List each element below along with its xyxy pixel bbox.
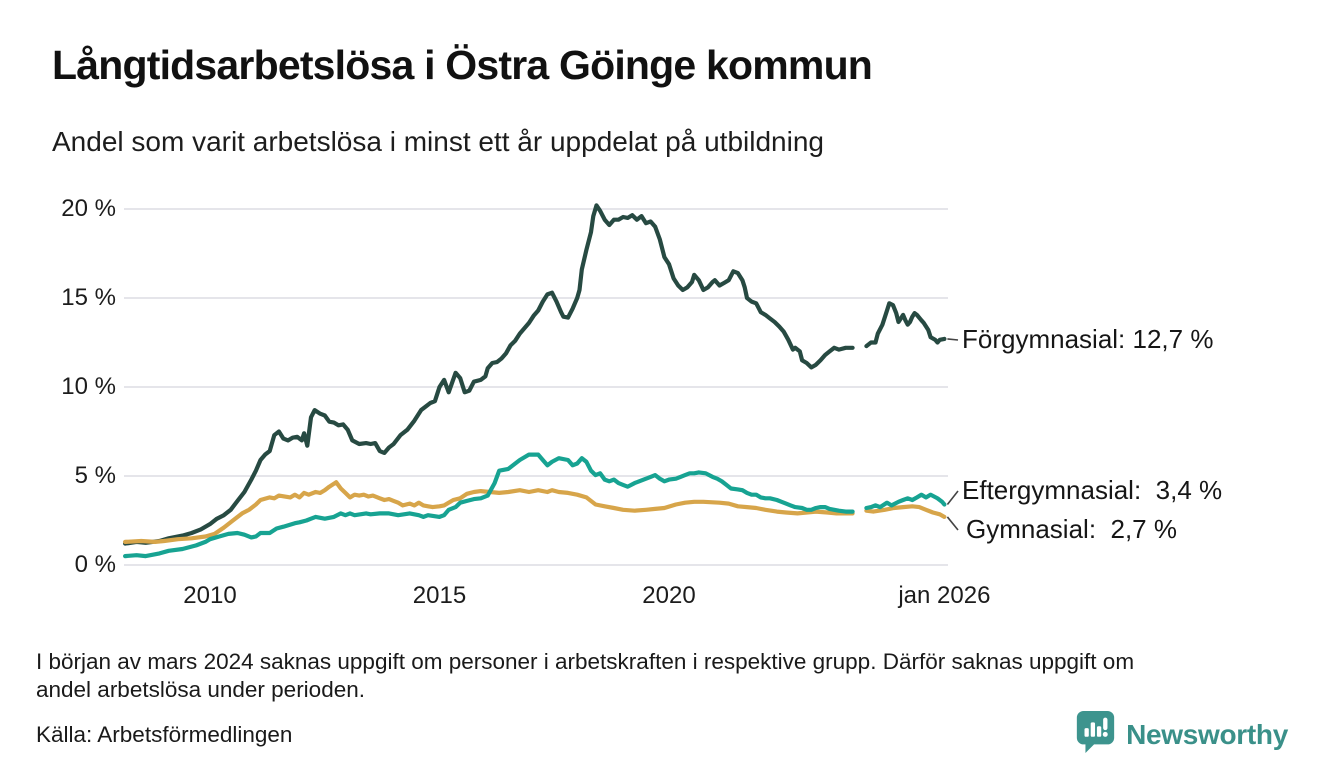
logo-brand-text: Newsworthy — [1126, 718, 1288, 750]
x-tick-label-2010: 2010 — [183, 582, 237, 609]
page-title: Långtidsarbetslösa i Östra Göinge kommun — [52, 42, 873, 88]
line-forgymnasial-segment-1 — [122, 203, 855, 546]
line-forgymnasial-segment-2 — [864, 301, 947, 349]
x-tick-label-2015: 2015 — [412, 582, 467, 609]
page-subtitle: Andel som varit arbetslösa i minst ett å… — [52, 126, 824, 157]
y-tick-label-0: 0 % — [74, 551, 116, 578]
label-connector-eftergymnasial — [946, 490, 959, 505]
label-connector-gymnasial — [946, 516, 959, 531]
label-connector-forgymnasial — [947, 338, 959, 341]
line-gymnasial-segment-1 — [122, 480, 855, 545]
x-tick-label-2020: 2020 — [642, 582, 696, 609]
series-label-eftergymnasial: Eftergymnasial: 3,4 % — [962, 475, 1223, 505]
line-gymnasial-segment-2 — [864, 504, 947, 520]
x-tick-label-jan-2026: jan 2026 — [898, 582, 991, 609]
line-eftergymnasial-segment-1 — [122, 452, 855, 559]
y-tick-label-20: 20 % — [61, 195, 116, 222]
footnote-line-1: I början av mars 2024 saknas uppgift om … — [36, 649, 1135, 674]
y-tick-label-15: 15 % — [61, 284, 116, 311]
speech-bubble-bar-chart-icon — [1075, 710, 1116, 759]
newsworthy-logo[interactable]: Newsworthy — [1075, 710, 1288, 759]
footnote-line-2: andel arbetslösa under perioden. — [36, 676, 365, 702]
source-text: Källa: Arbetsförmedlingen — [36, 722, 293, 747]
chart-footnote: I början av mars 2024 saknas uppgift om … — [36, 648, 1286, 703]
y-tick-label-10: 10 % — [61, 373, 116, 400]
series-label-gymnasial: Gymnasial: 2,7 % — [966, 514, 1177, 544]
line-eftergymnasial-segment-2 — [864, 492, 947, 511]
y-tick-label-5: 5 % — [74, 462, 116, 489]
series-label-forgymnasial: Förgymnasial: 12,7 % — [962, 324, 1214, 354]
